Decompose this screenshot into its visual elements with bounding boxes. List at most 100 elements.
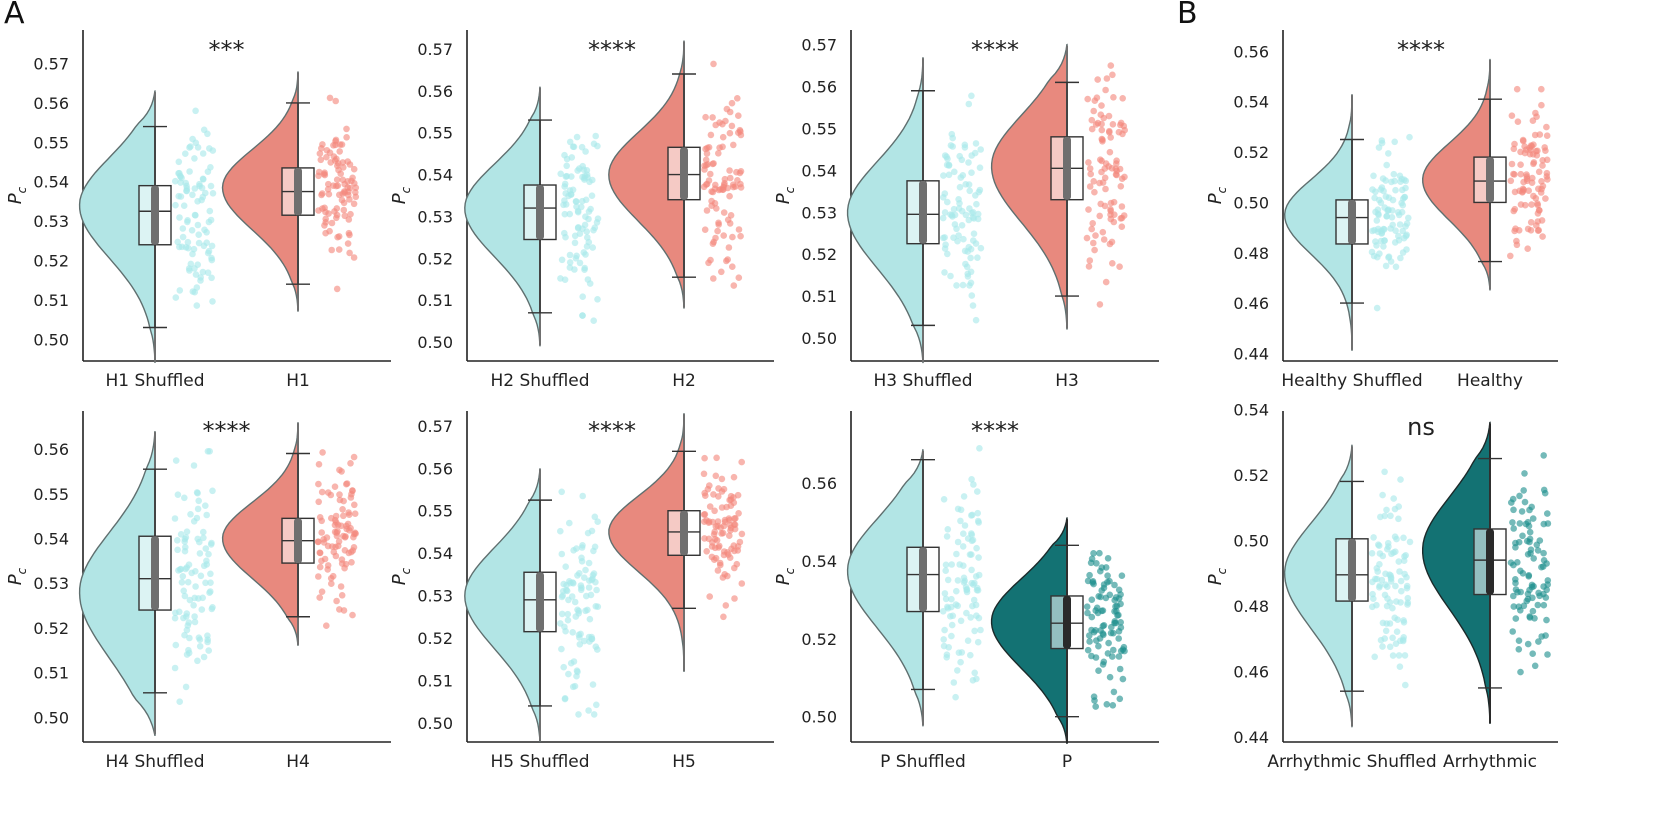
y-axis-label: Pc [389, 186, 413, 204]
data-point [350, 165, 358, 173]
data-point [1106, 148, 1114, 156]
data-point [710, 238, 717, 246]
data-point [192, 271, 200, 278]
data-point [569, 186, 577, 194]
data-point [1514, 118, 1522, 125]
data-point [580, 249, 588, 256]
violin-half [990, 43, 1068, 330]
data-point [963, 609, 970, 617]
data-point [576, 230, 584, 237]
data-point [575, 224, 582, 231]
violin-inner-iqr [680, 510, 688, 556]
data-point [183, 613, 190, 620]
data-point [711, 200, 719, 207]
y-tick-label: 0.51 [417, 291, 453, 310]
data-point [719, 529, 727, 537]
data-point [339, 190, 347, 197]
data-point [1380, 187, 1387, 195]
violin-inner-iqr [536, 185, 544, 240]
data-point [974, 638, 982, 646]
data-point [1097, 593, 1104, 601]
data-point [184, 218, 191, 226]
data-point [1118, 223, 1126, 230]
rain-dots [1083, 549, 1128, 710]
data-point [558, 593, 566, 601]
data-point [568, 173, 575, 180]
data-point [315, 168, 323, 176]
data-point [1519, 570, 1527, 577]
violin-half [1421, 58, 1491, 291]
data-point [336, 466, 343, 474]
data-point [343, 125, 350, 133]
data-point [1509, 628, 1516, 635]
data-point [956, 183, 964, 191]
data-point [966, 187, 973, 195]
data-point [558, 645, 565, 653]
data-point [323, 622, 330, 629]
data-point [573, 203, 580, 210]
data-point [960, 579, 968, 586]
data-point [1102, 185, 1109, 193]
data-point [178, 174, 185, 182]
data-point [976, 164, 984, 171]
data-point [1538, 563, 1545, 571]
data-point [1090, 239, 1097, 247]
data-point [710, 160, 717, 167]
data-point [563, 162, 570, 170]
y-tick-label: 0.44 [1233, 728, 1269, 747]
data-point [941, 209, 949, 216]
data-point [942, 595, 950, 603]
data-point [1392, 582, 1399, 590]
data-point [726, 192, 733, 200]
data-point [1086, 638, 1093, 645]
data-point [1403, 246, 1410, 253]
data-point [1543, 132, 1551, 139]
data-point [711, 544, 719, 552]
data-point [207, 570, 214, 578]
data-point [737, 232, 744, 240]
violin-inner-iqr [1486, 528, 1494, 595]
data-point [975, 614, 983, 622]
data-point [194, 221, 202, 229]
data-point [1539, 233, 1546, 240]
data-point [1104, 572, 1111, 579]
data-point [1406, 133, 1413, 141]
data-point [180, 587, 187, 595]
y-tick-label: 0.56 [33, 94, 69, 113]
data-point [947, 272, 954, 280]
rain-dots [1507, 85, 1551, 260]
data-point [954, 577, 962, 584]
data-point [1084, 577, 1092, 585]
data-point [944, 526, 952, 533]
data-point [1526, 506, 1533, 514]
data-point [950, 205, 958, 213]
data-point [735, 510, 742, 517]
x-category-label: H4 [286, 752, 310, 772]
data-point [960, 493, 968, 500]
data-point [1404, 594, 1412, 602]
data-point [315, 480, 322, 488]
data-point [1389, 652, 1397, 659]
data-point [1385, 543, 1392, 550]
data-point [948, 632, 955, 640]
data-point [584, 606, 591, 614]
violin-half [464, 86, 541, 347]
data-point [1392, 186, 1399, 194]
data-point [174, 546, 181, 554]
data-point [558, 550, 566, 558]
data-point [183, 651, 191, 658]
data-point [1091, 246, 1098, 254]
data-point [206, 589, 213, 596]
data-point [720, 613, 727, 621]
data-point [195, 595, 202, 602]
data-point [1100, 631, 1107, 639]
data-point [209, 298, 216, 305]
data-point [191, 265, 198, 272]
data-point [1113, 157, 1120, 164]
data-point [177, 531, 185, 538]
data-point [184, 238, 192, 246]
data-point [182, 179, 189, 187]
data-point [333, 182, 340, 190]
data-point [199, 150, 207, 157]
